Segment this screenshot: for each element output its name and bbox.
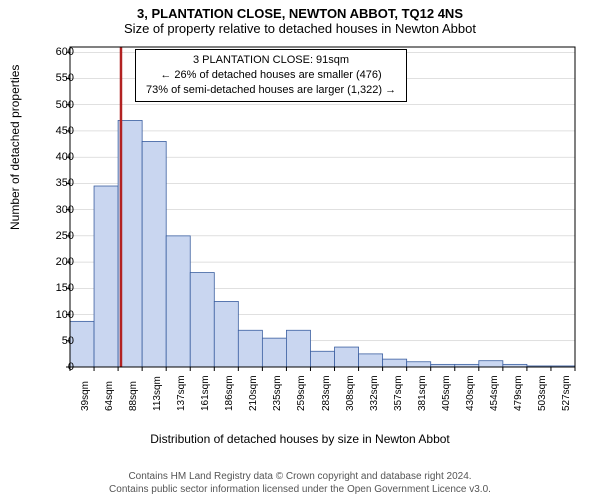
y-tick-label: 550 — [44, 72, 74, 84]
x-tick-label: 88sqm — [128, 381, 139, 411]
x-tick-label: 405sqm — [441, 375, 452, 411]
y-tick-label: 0 — [44, 361, 74, 373]
y-tick-label: 400 — [44, 151, 74, 163]
y-tick-label: 250 — [44, 230, 74, 242]
footnote: Contains HM Land Registry data © Crown c… — [0, 471, 600, 496]
x-tick-label: 186sqm — [224, 375, 235, 411]
x-tick-label: 479sqm — [513, 375, 524, 411]
x-tick-label: 454sqm — [489, 375, 500, 411]
y-tick-label: 500 — [44, 99, 74, 111]
y-tick-label: 200 — [44, 256, 74, 268]
footnote-line-1: Contains HM Land Registry data © Crown c… — [0, 471, 600, 484]
y-tick-label: 600 — [44, 46, 74, 58]
x-tick-label: 357sqm — [393, 375, 404, 411]
x-tick-label: 64sqm — [104, 381, 115, 411]
y-tick-label: 350 — [44, 177, 74, 189]
x-tick-label: 503sqm — [537, 375, 548, 411]
x-tick-label: 210sqm — [248, 375, 259, 411]
x-tick-label: 527sqm — [561, 375, 572, 411]
x-tick-label: 259sqm — [296, 375, 307, 411]
x-tick-label: 137sqm — [176, 375, 187, 411]
footnote-line-2: Contains public sector information licen… — [0, 484, 600, 497]
x-tick-label: 308sqm — [345, 375, 356, 411]
y-tick-label: 50 — [44, 335, 74, 347]
x-tick-label: 39sqm — [80, 381, 91, 411]
chart-title-address: 3, PLANTATION CLOSE, NEWTON ABBOT, TQ12 … — [0, 0, 600, 21]
x-tick-label: 283sqm — [321, 375, 332, 411]
info-box: 3 PLANTATION CLOSE: 91sqm ← 26% of detac… — [135, 49, 407, 102]
y-tick-label: 100 — [44, 309, 74, 321]
x-tick-label: 332sqm — [369, 375, 380, 411]
x-tick-label: 381sqm — [417, 375, 428, 411]
x-tick-label: 235sqm — [272, 375, 283, 411]
info-line-2: ← 26% of detached houses are smaller (47… — [146, 68, 396, 83]
info-line-3: 73% of semi-detached houses are larger (… — [146, 83, 396, 98]
y-axis-label: Number of detached properties — [8, 65, 22, 230]
y-tick-label: 450 — [44, 125, 74, 137]
y-tick-label: 150 — [44, 282, 74, 294]
chart-title-desc: Size of property relative to detached ho… — [0, 21, 600, 40]
x-tick-label: 113sqm — [152, 376, 163, 411]
x-axis-label: Distribution of detached houses by size … — [0, 432, 600, 446]
x-tick-label: 430sqm — [465, 375, 476, 411]
y-tick-label: 300 — [44, 204, 74, 216]
x-tick-label: 161sqm — [200, 375, 211, 411]
info-line-1: 3 PLANTATION CLOSE: 91sqm — [146, 53, 396, 68]
